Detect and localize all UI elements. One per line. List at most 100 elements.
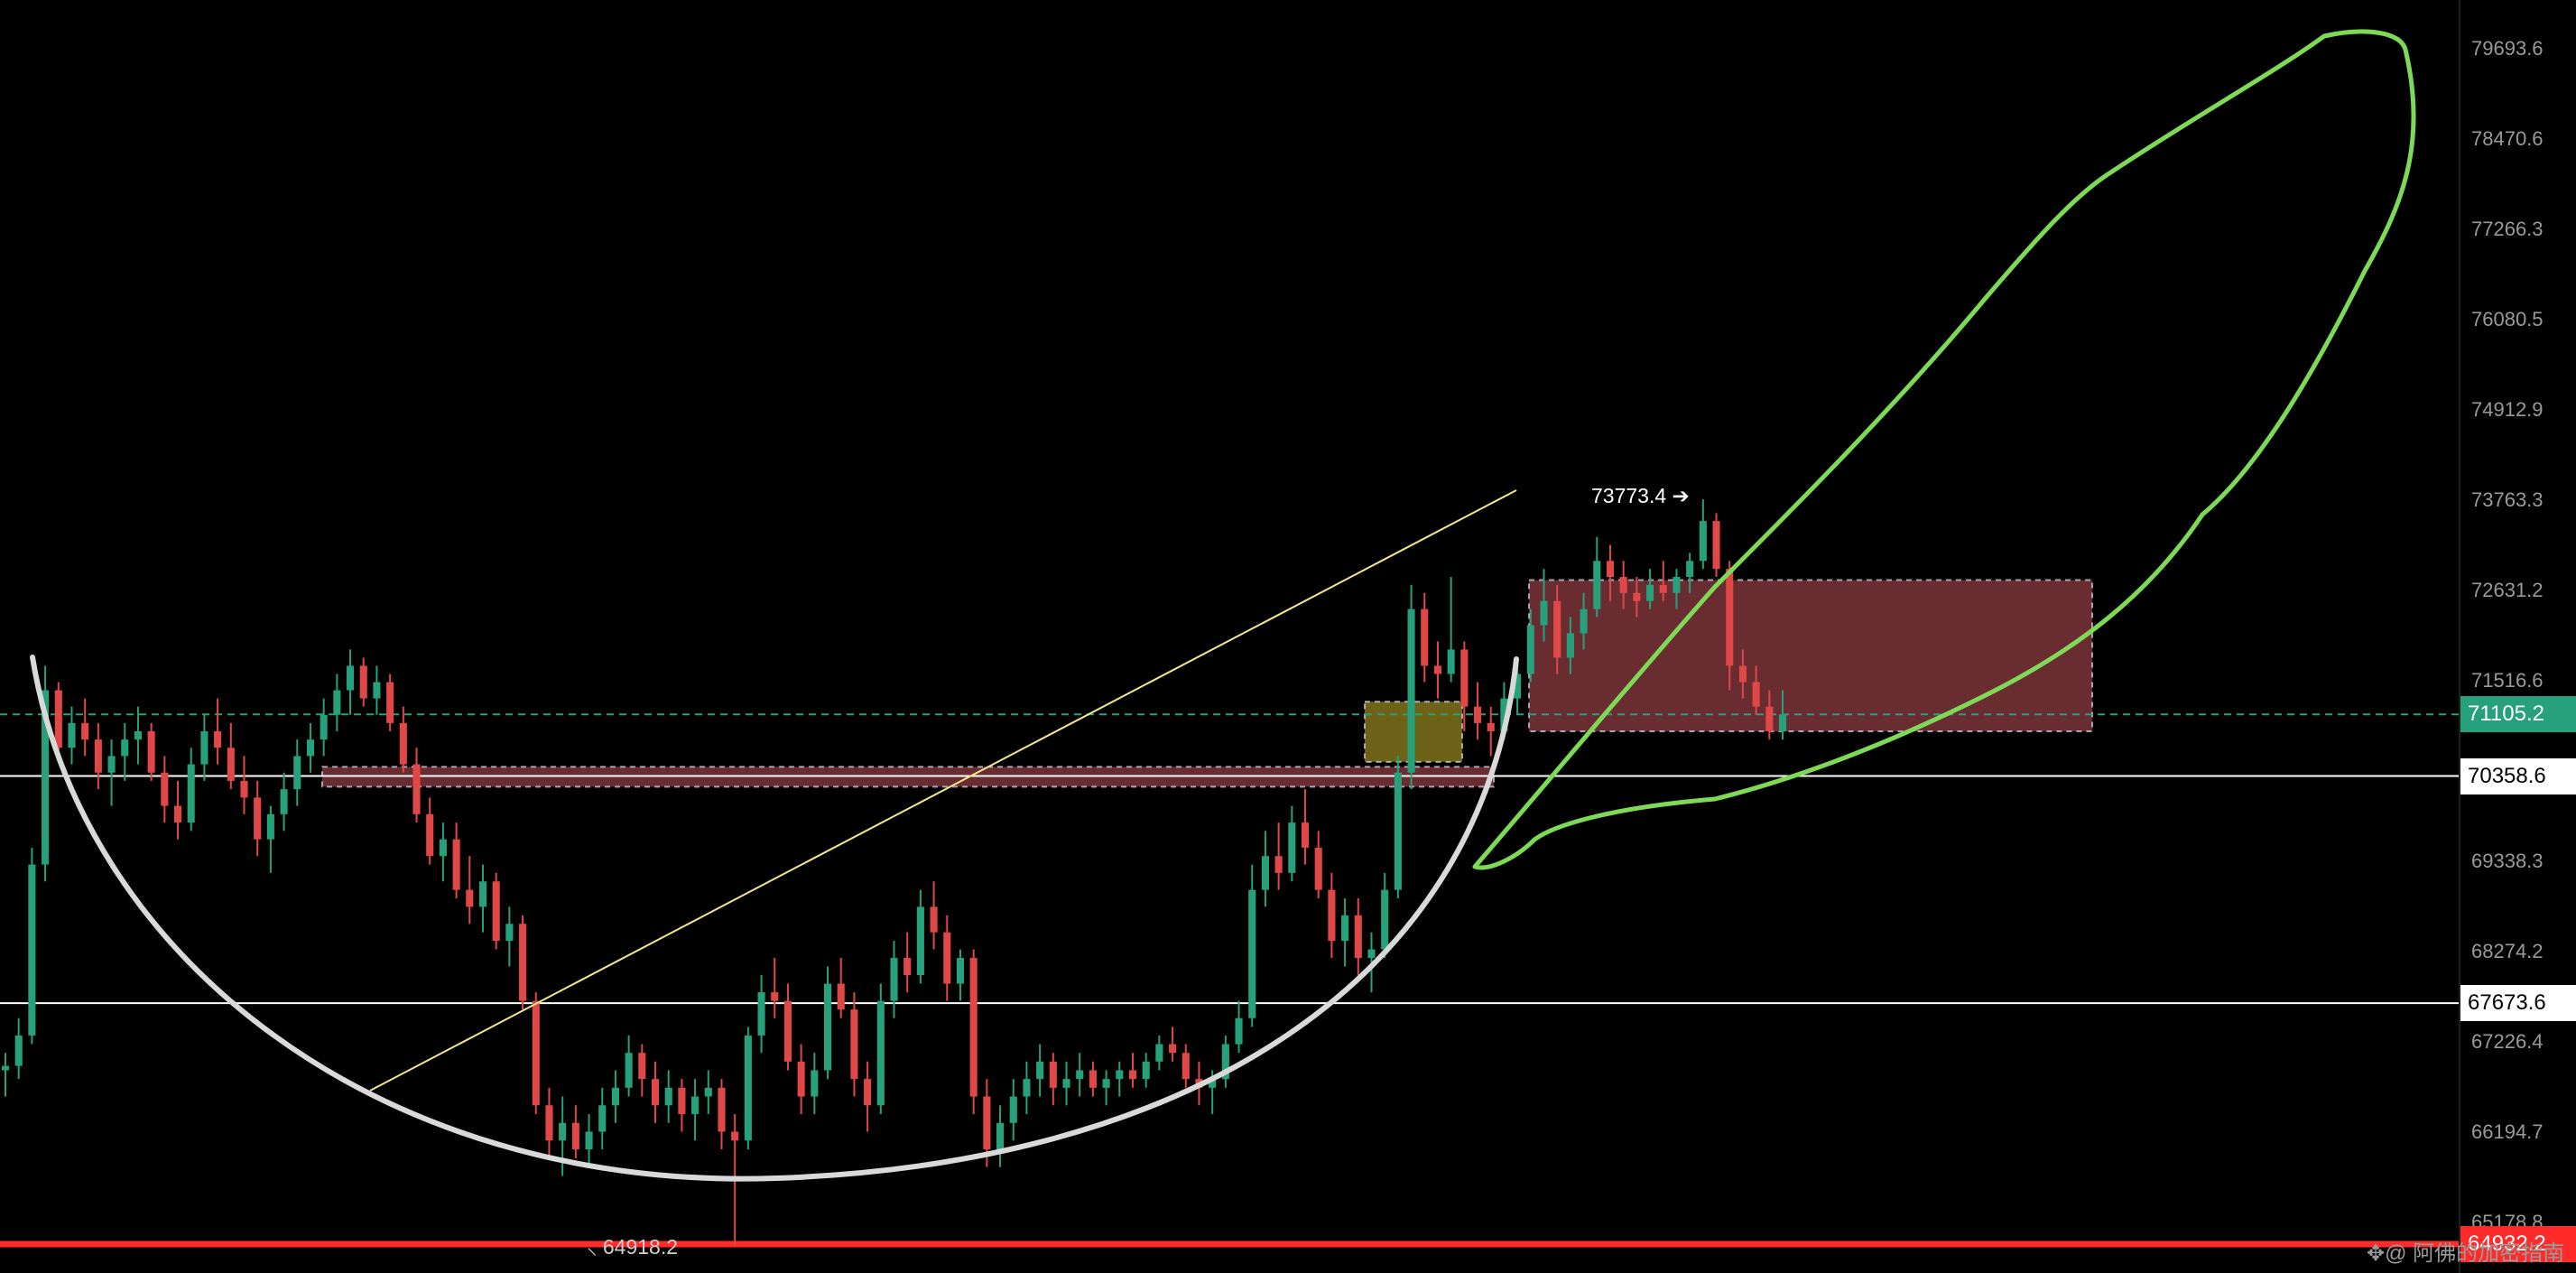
candle-body [983, 1096, 991, 1150]
candle-body [293, 756, 301, 790]
candle [598, 1087, 607, 1150]
y-tick-label: 79693.6 [2471, 37, 2544, 60]
candle [1102, 1070, 1110, 1106]
candle [1526, 609, 1534, 683]
candle [532, 992, 540, 1114]
cup-arc [30, 655, 1519, 1182]
candle [651, 1061, 660, 1123]
candle-body [14, 1035, 23, 1066]
candle-body [1076, 1070, 1084, 1080]
y-tick-label: 77266.3 [2471, 217, 2544, 240]
candle-body [333, 690, 341, 715]
candle [320, 698, 328, 757]
candle [478, 864, 487, 933]
candle-body [1381, 889, 1389, 950]
candle-body [1089, 1070, 1097, 1088]
candle [678, 1079, 686, 1132]
y-tick-label: 66194.7 [2471, 1120, 2544, 1143]
candle [1673, 569, 1681, 609]
candle [1619, 561, 1627, 609]
candle-body [439, 839, 447, 857]
candle-body [1341, 915, 1349, 942]
candle [1566, 617, 1574, 674]
high-label: 73773.4 [1591, 484, 1667, 507]
candle [42, 665, 50, 882]
candle [121, 722, 129, 781]
candle [1540, 569, 1548, 642]
candle-body [916, 906, 924, 976]
candle-body [1169, 1044, 1177, 1054]
candle [1142, 1053, 1150, 1088]
y-tick-label: 67226.4 [2471, 1029, 2544, 1053]
candle-body [1421, 609, 1429, 666]
price-axis[interactable]: 79693.6 78470.6 77266.3 76080.5 74912.9 73763… [2459, 0, 2576, 1273]
candle-body [1354, 915, 1362, 959]
candle-body [625, 1053, 633, 1088]
candle-body [1221, 1044, 1229, 1080]
candle [1765, 690, 1774, 740]
candle [757, 975, 765, 1054]
candle [664, 1070, 672, 1123]
candle [797, 1044, 805, 1114]
candle [1049, 1053, 1057, 1106]
candle-body [1726, 569, 1734, 666]
candle-body [81, 722, 89, 740]
candle-body [996, 1122, 1005, 1150]
candle [916, 889, 924, 984]
candle-body [1752, 682, 1760, 707]
candle-body [94, 739, 102, 773]
candle-body [585, 1131, 593, 1150]
y-tick-label: 72631.2 [2471, 579, 2544, 601]
candle [1341, 898, 1349, 967]
candle [1699, 499, 1707, 570]
candle [1116, 1061, 1124, 1097]
low-label: 64918.2 [602, 1235, 679, 1259]
candle [1553, 584, 1561, 674]
candle-body [744, 1035, 752, 1141]
candle [811, 1053, 819, 1114]
candle-body [1209, 1079, 1217, 1088]
candle [399, 706, 407, 773]
candle-body [373, 682, 381, 699]
candle [611, 1070, 619, 1123]
candle-body [1633, 592, 1641, 601]
candle-body [757, 992, 765, 1036]
candle-body [1116, 1070, 1124, 1080]
candle [1367, 932, 1376, 993]
candle [1738, 649, 1747, 699]
candle [1726, 561, 1734, 691]
candle-body [691, 1096, 700, 1114]
candle [266, 805, 274, 873]
candle [1009, 1079, 1017, 1141]
zones-layer [321, 579, 2093, 788]
candle-body [1487, 722, 1495, 731]
candle-body [1274, 856, 1283, 873]
candle [426, 797, 434, 865]
candle [492, 872, 500, 950]
candle-body [1712, 521, 1720, 570]
candle [930, 881, 938, 950]
candle-body [227, 748, 235, 781]
candle-body [1526, 625, 1534, 674]
candle-body [559, 1122, 567, 1141]
candle-body [611, 1087, 619, 1106]
candle-body [837, 983, 845, 1010]
candle-body [823, 983, 832, 1071]
candle-body [359, 665, 367, 699]
candle-body [1500, 698, 1508, 731]
candle [1181, 1044, 1190, 1088]
candle-body [161, 772, 169, 806]
candle [1, 1053, 10, 1097]
candle-body [638, 1053, 646, 1080]
candle-body [864, 1079, 872, 1106]
level-lines-layer [0, 713, 2576, 1248]
candle-body [200, 730, 208, 765]
candle [227, 722, 235, 790]
candle-body [811, 1070, 819, 1097]
trendline [369, 489, 1517, 1092]
candle [559, 1096, 567, 1176]
candle-body [1433, 665, 1441, 674]
candle-body [478, 881, 487, 907]
